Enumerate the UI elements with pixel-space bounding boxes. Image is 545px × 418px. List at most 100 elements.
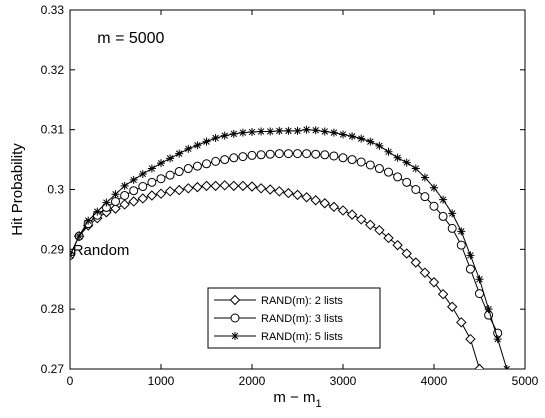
star-marker — [484, 305, 493, 314]
star-marker — [448, 209, 457, 218]
diamond-marker — [419, 267, 431, 278]
circle-marker — [447, 223, 457, 233]
diamond-marker — [401, 248, 412, 259]
diamond-marker — [310, 195, 321, 206]
diamond-marker — [292, 189, 303, 201]
circle-marker — [183, 164, 193, 174]
axes: 0 1000 2000 3000 4000 5000 0.27 0.28 0.29 0.3 0.31… — [9, 3, 539, 410]
diamond-marker — [410, 257, 422, 268]
circle-marker — [411, 185, 421, 194]
diamond-marker — [337, 205, 349, 216]
y-axis-label: Hit Probability — [9, 143, 26, 236]
circle-marker — [229, 153, 239, 163]
legend-label: RAND(m): 2 lists — [261, 295, 343, 307]
series-line — [70, 184, 480, 369]
circle-marker — [274, 149, 284, 159]
legend-item: RAND(m): 5 lists — [214, 331, 343, 343]
x-axis-label: m − m1 — [273, 389, 321, 410]
diamond-marker — [237, 180, 249, 192]
circle-marker — [211, 156, 221, 166]
diamond-marker — [164, 186, 176, 197]
y-tick-label: 0.32 — [41, 63, 65, 77]
diamond-marker — [474, 363, 485, 369]
star-marker — [439, 195, 448, 204]
diamond-marker — [456, 317, 467, 328]
x-tick-label: 5000 — [512, 374, 539, 388]
diamond-marker — [119, 199, 130, 210]
diamond-marker — [183, 183, 194, 194]
circle-marker — [302, 149, 312, 159]
star-marker — [457, 227, 466, 236]
legend-item: RAND(m): 2 lists — [214, 294, 343, 307]
diamond-marker — [137, 193, 149, 204]
x-tick-label: 3000 — [330, 374, 357, 388]
circle-marker — [329, 151, 339, 161]
diamond-marker — [283, 187, 294, 199]
star-marker — [147, 164, 156, 173]
circle-marker — [129, 186, 139, 196]
diamond-marker — [201, 180, 212, 192]
star-marker — [220, 131, 229, 140]
diamond-marker — [264, 184, 276, 195]
y-tick-label: 0.27 — [41, 362, 65, 376]
circle-marker — [438, 211, 448, 221]
diamond-marker — [346, 209, 358, 220]
star-marker — [311, 126, 320, 135]
circle-marker — [311, 149, 321, 159]
circle-marker — [475, 289, 484, 299]
y-tick-label: 0.3 — [47, 183, 64, 197]
circle-marker — [293, 149, 302, 159]
x-axis-label-main: m − m — [273, 389, 315, 406]
circle-marker — [156, 174, 166, 184]
star-marker — [275, 126, 284, 135]
circle-marker — [338, 153, 348, 163]
circle-marker — [429, 201, 439, 211]
star-marker — [257, 127, 266, 136]
diamond-marker — [229, 294, 241, 306]
star-marker — [231, 332, 239, 340]
y-tick-label: 0.29 — [41, 242, 65, 256]
star-marker — [166, 154, 175, 163]
annotation-m-value: m = 5000 — [97, 30, 164, 47]
star-marker — [175, 149, 184, 158]
circle-marker — [365, 160, 375, 170]
circle-marker — [238, 152, 248, 162]
diamond-marker — [437, 289, 449, 300]
star-marker — [293, 126, 302, 135]
star-marker — [93, 207, 102, 216]
series-circle — [70, 149, 503, 338]
diamond-marker — [155, 188, 167, 199]
y-tick-label: 0.28 — [41, 302, 65, 316]
legend: RAND(m): 2 lists RAND(m): 3 lists RAND(m):… — [207, 287, 381, 349]
circle-marker — [111, 196, 120, 206]
star-marker — [284, 126, 293, 135]
diamond-marker — [383, 232, 394, 244]
circle-marker — [456, 240, 466, 250]
star-marker — [211, 134, 220, 143]
star-marker — [502, 365, 511, 369]
star-marker — [111, 190, 120, 199]
circle-marker — [230, 313, 240, 323]
star-marker — [157, 159, 165, 168]
diamond-marker — [365, 219, 376, 231]
circle-marker — [256, 150, 266, 160]
star-marker — [129, 175, 138, 184]
circle-marker — [420, 192, 430, 202]
x-tick-label: 4000 — [421, 374, 448, 388]
star-marker — [248, 128, 256, 137]
star-marker — [348, 132, 357, 141]
circle-marker — [138, 182, 148, 192]
diamond-marker — [428, 277, 440, 288]
diamond-marker — [146, 190, 158, 201]
star-marker — [302, 125, 311, 134]
star-marker — [102, 198, 111, 207]
y-tick-label: 0.31 — [41, 123, 65, 137]
circle-marker — [465, 264, 475, 274]
circle-marker — [384, 167, 393, 177]
diamond-marker — [192, 181, 203, 193]
circle-marker — [202, 159, 211, 169]
y-tick-label: 0.33 — [41, 3, 65, 17]
star-marker — [339, 130, 347, 139]
circle-marker — [320, 150, 330, 160]
x-tick-label: 0 — [67, 374, 74, 388]
